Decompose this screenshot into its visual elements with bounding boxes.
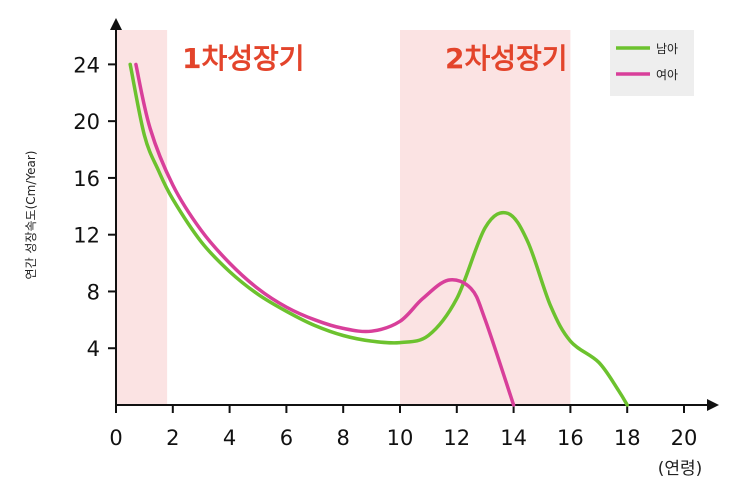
x-tick-label-12: 12 <box>443 426 470 450</box>
y-tick-label-12: 12 <box>73 224 100 248</box>
y-axis-label: 연간 성장속도(Cm/Year) <box>24 151 38 280</box>
x-tick-label-16: 16 <box>557 426 584 450</box>
x-tick-label-18: 18 <box>614 426 641 450</box>
series-line-boys <box>128 62 629 407</box>
x-axis-label: (연령) <box>658 459 703 479</box>
region-label-2: 2차성장기 <box>445 42 568 75</box>
x-tick-label-6: 6 <box>280 426 293 450</box>
x-axis-arrow <box>707 399 719 411</box>
x-tick-label-14: 14 <box>500 426 527 450</box>
legend: 남아 여아 <box>610 30 694 96</box>
x-tick-label-8: 8 <box>337 426 350 450</box>
growth-region-2 <box>400 30 571 405</box>
y-tick-label-16: 16 <box>73 167 100 191</box>
legend-box <box>610 30 694 96</box>
y-tick-label-24: 24 <box>73 53 100 77</box>
y-tick-label-20: 20 <box>73 110 100 134</box>
x-tick-label-4: 4 <box>223 426 236 450</box>
legend-label-girls: 여아 <box>656 68 678 82</box>
region-label-1: 1차성장기 <box>182 42 305 75</box>
y-tick-label-8: 8 <box>87 280 100 304</box>
y-axis-arrow <box>110 18 122 30</box>
y-tick-label-4: 4 <box>87 337 100 361</box>
x-tick-label-10: 10 <box>387 426 414 450</box>
series-lines <box>128 62 629 407</box>
series-line-girls <box>134 62 516 407</box>
region-labels: 1차성장기 2차성장기 <box>182 42 568 75</box>
x-tick-label-2: 2 <box>166 426 179 450</box>
x-tick-label-20: 20 <box>671 426 698 450</box>
x-tick-label-0: 0 <box>109 426 122 450</box>
legend-label-boys: 남아 <box>656 42 678 56</box>
